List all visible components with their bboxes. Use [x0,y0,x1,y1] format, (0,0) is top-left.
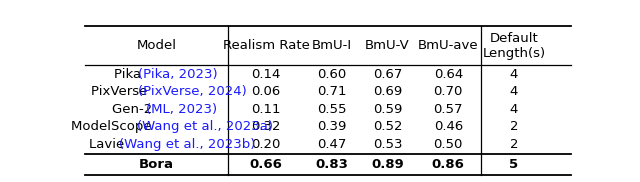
Text: 4: 4 [509,85,518,98]
Text: BmU-I: BmU-I [312,39,352,52]
Text: 0.83: 0.83 [316,158,348,171]
Text: Model: Model [137,39,177,52]
Text: BmU-ave: BmU-ave [418,39,479,52]
Text: Bora: Bora [139,158,174,171]
Text: 0.06: 0.06 [252,85,281,98]
Text: 0.60: 0.60 [317,68,346,81]
Text: 0.20: 0.20 [252,138,281,151]
Text: 0.67: 0.67 [373,68,402,81]
Text: (Pika, 2023): (Pika, 2023) [138,68,218,81]
Text: BmU-V: BmU-V [365,39,410,52]
Text: 2: 2 [509,138,518,151]
Text: 0.32: 0.32 [252,120,281,133]
Text: 5: 5 [509,158,518,171]
Text: Realism Rate: Realism Rate [223,39,310,52]
Text: (ML, 2023): (ML, 2023) [147,103,218,116]
Text: ModelScope: ModelScope [71,120,156,133]
Text: (Wang et al., 2023a): (Wang et al., 2023a) [137,120,273,133]
Text: 0.14: 0.14 [252,68,281,81]
Text: 0.53: 0.53 [372,138,403,151]
Text: 0.89: 0.89 [371,158,404,171]
Text: 2: 2 [509,120,518,133]
Text: 0.86: 0.86 [432,158,465,171]
Text: 0.59: 0.59 [373,103,402,116]
Text: (Wang et al., 2023b): (Wang et al., 2023b) [119,138,255,151]
Text: 4: 4 [509,68,518,81]
Text: (PixVerse, 2024): (PixVerse, 2024) [138,85,247,98]
Text: 0.69: 0.69 [373,85,402,98]
Text: Default
Length(s): Default Length(s) [483,32,545,60]
Text: 0.57: 0.57 [433,103,463,116]
Text: 0.55: 0.55 [317,103,346,116]
Text: 0.71: 0.71 [317,85,346,98]
Text: 0.46: 0.46 [434,120,463,133]
Text: PixVerse: PixVerse [91,85,152,98]
Text: Lavie: Lavie [88,138,128,151]
Text: 0.11: 0.11 [252,103,281,116]
Text: 0.66: 0.66 [250,158,282,171]
Text: 4: 4 [509,103,518,116]
Text: 0.64: 0.64 [434,68,463,81]
Text: Gen-2: Gen-2 [112,103,156,116]
Text: Pika: Pika [114,68,145,81]
Text: 0.52: 0.52 [372,120,403,133]
Text: 0.39: 0.39 [317,120,346,133]
Text: 0.70: 0.70 [434,85,463,98]
Text: 0.50: 0.50 [434,138,463,151]
Text: 0.47: 0.47 [317,138,346,151]
